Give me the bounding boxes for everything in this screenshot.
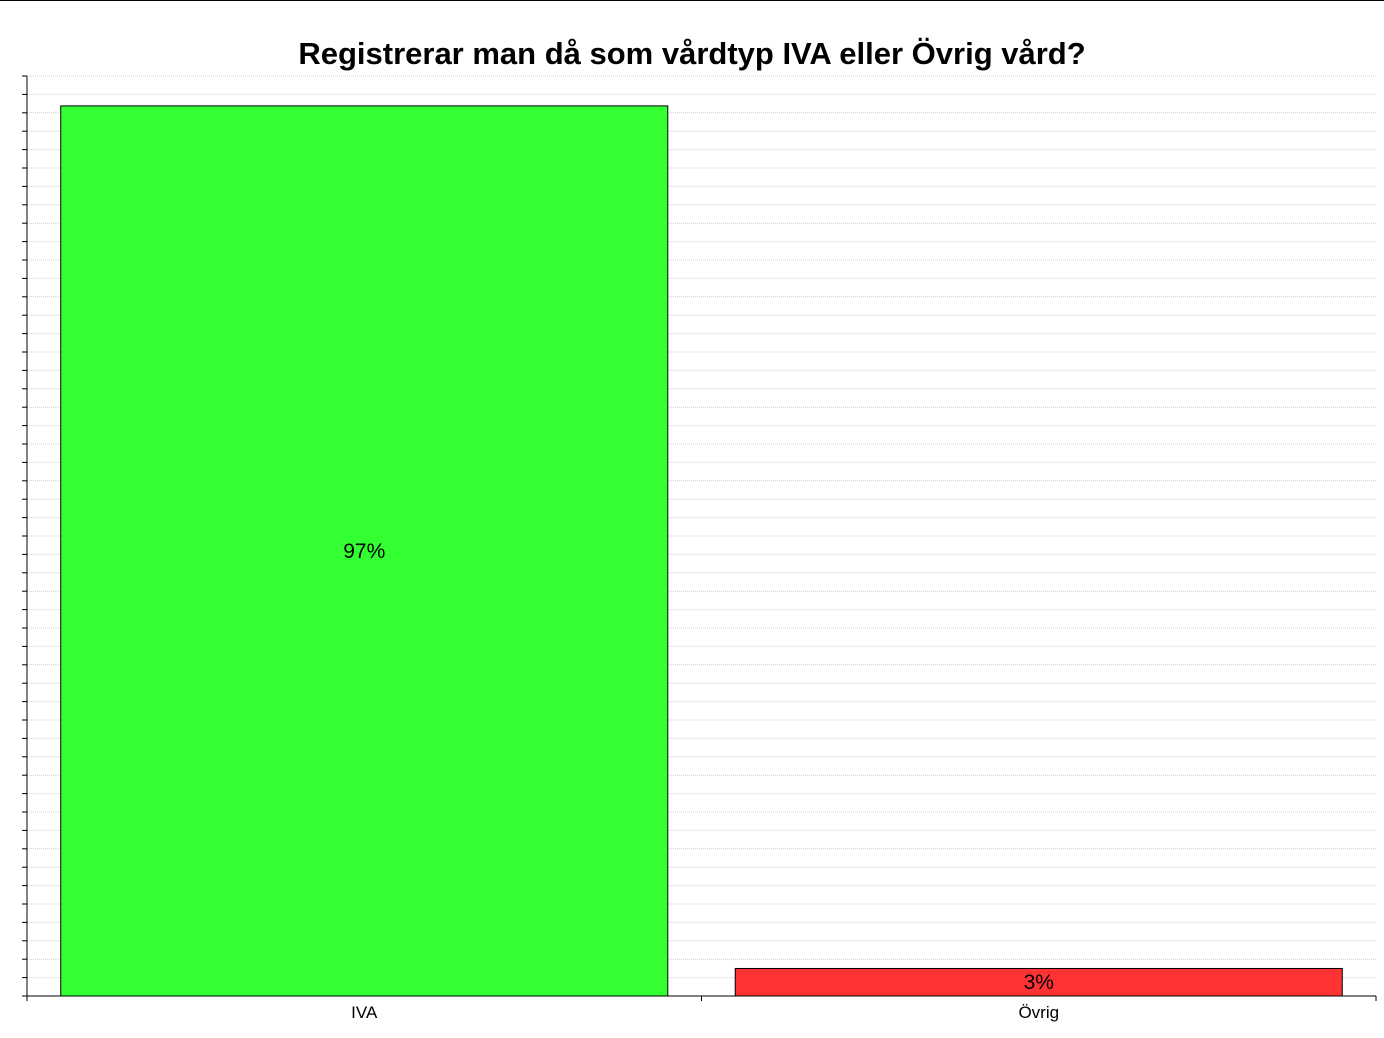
axes — [22, 75, 1377, 1001]
chart-title: Registrerar man då som vårdtyp IVA eller… — [298, 36, 1086, 71]
bars — [60, 105, 1343, 997]
labels: 97% IVA 3% Övrig — [343, 540, 1059, 1022]
x-tick-label: Övrig — [1018, 1003, 1059, 1022]
data-label: 97% — [343, 540, 385, 563]
bar-iva — [60, 105, 669, 997]
data-label: 3% — [1024, 971, 1054, 994]
x-tick-label: IVA — [351, 1003, 378, 1022]
top-border-line — [0, 0, 1384, 1]
